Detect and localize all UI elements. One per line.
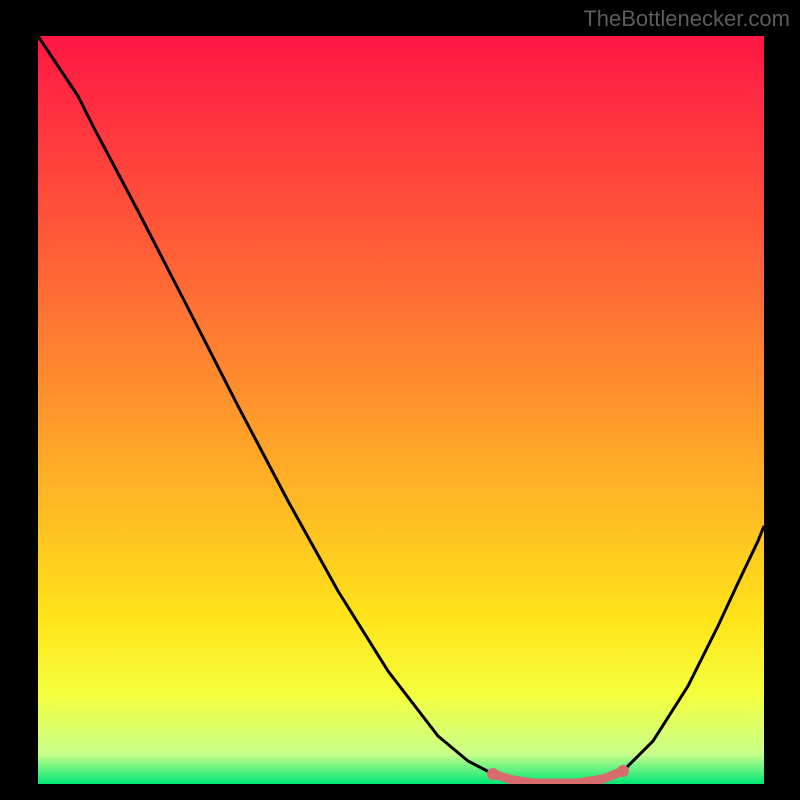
trough-end-dot-left [487, 768, 499, 780]
chart-plot-area [38, 36, 764, 784]
bottleneck-curve [38, 36, 764, 783]
chart-svg [38, 36, 764, 784]
trough-marker [493, 771, 623, 783]
trough-end-dot-right [617, 765, 629, 777]
watermark-text: TheBottlenecker.com [583, 6, 790, 32]
